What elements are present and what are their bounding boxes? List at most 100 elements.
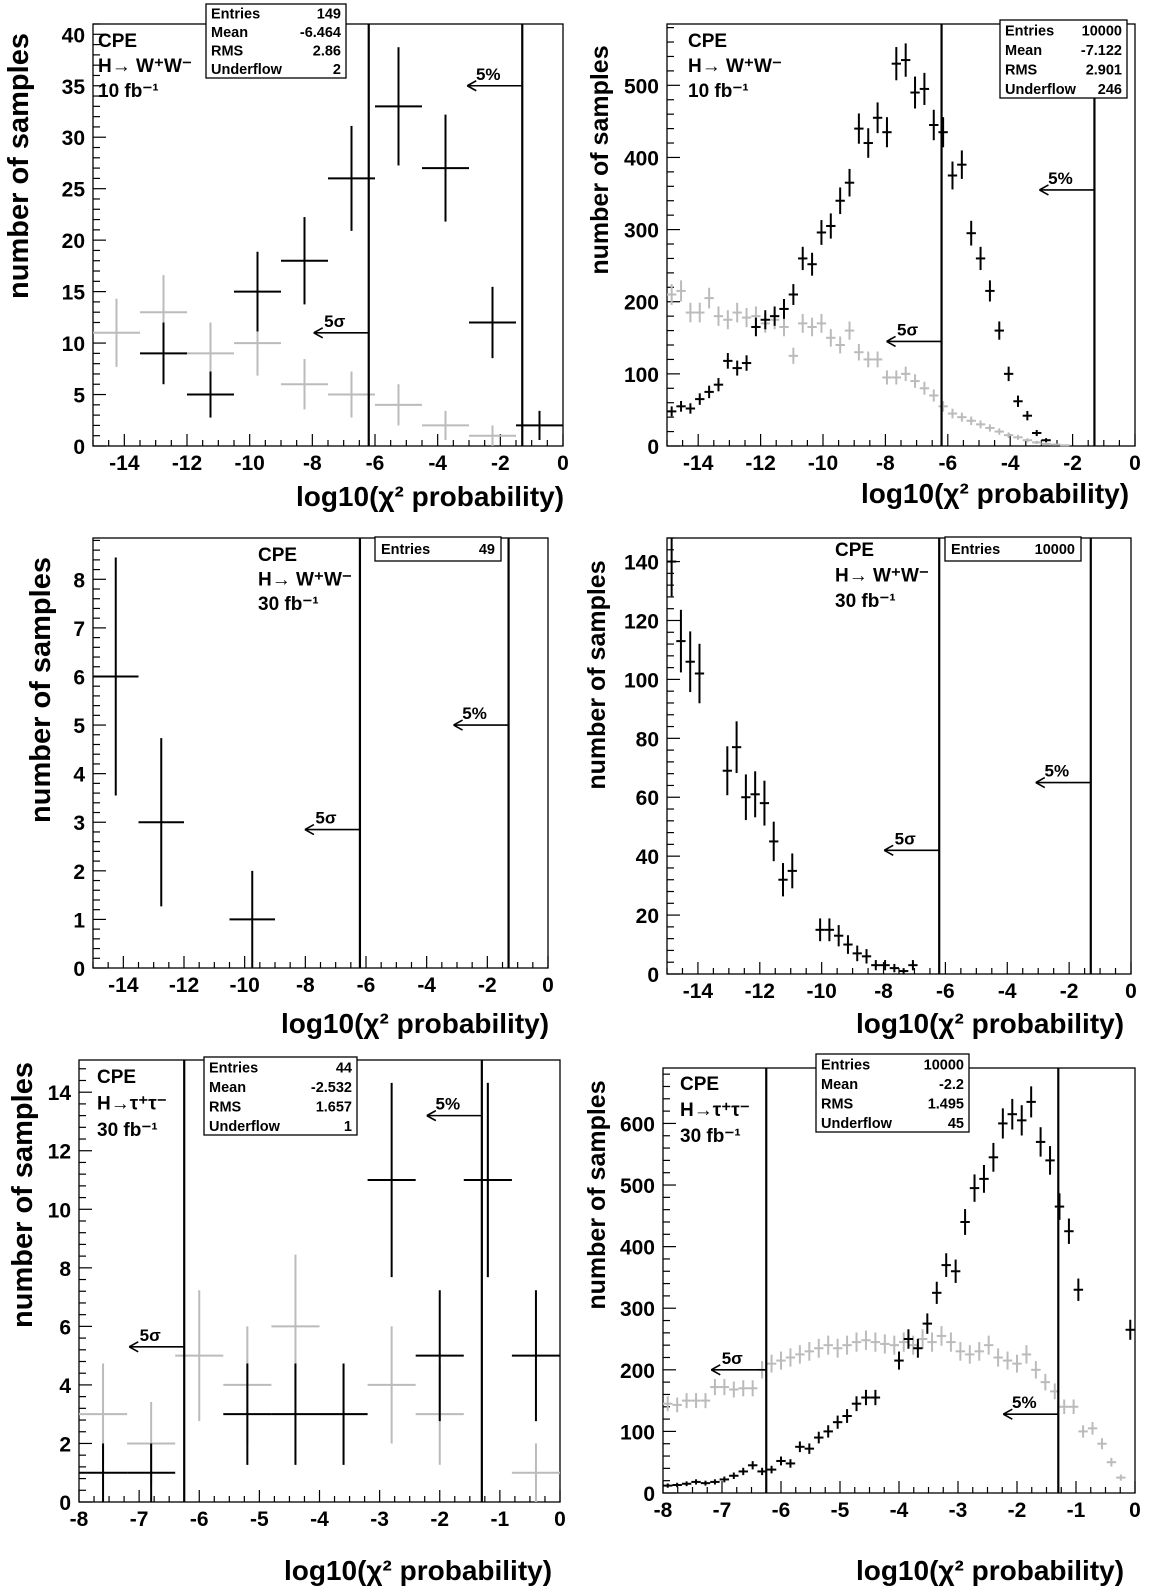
data-point	[1041, 442, 1051, 446]
data-point	[1012, 1354, 1022, 1373]
data-point	[367, 1326, 416, 1444]
data-point	[901, 366, 911, 382]
data-point	[950, 1259, 961, 1283]
y-tick-label: 400	[624, 147, 659, 170]
y-tick-label: 5	[73, 715, 85, 738]
data-point	[844, 168, 855, 197]
y-tick-label: 300	[624, 220, 659, 243]
x-axis-label: log10(χ² probability)	[861, 478, 1129, 509]
stats-box: Entries 44 Mean -2.532 RMS 1.657 Underflow 1	[203, 1056, 358, 1136]
histogram-panel: -14 -12 -10 -8 -6 -4 -2 0 0 100 200 300 400 500 log10(…	[586, 19, 1141, 509]
data-point	[842, 1409, 852, 1423]
data-point	[676, 400, 686, 412]
y-tick-label: 8	[73, 569, 85, 592]
data-point	[281, 359, 328, 410]
x-tick-label: -8	[874, 980, 893, 1003]
data-point	[422, 114, 469, 222]
data-point	[927, 1332, 937, 1352]
threshold-label: 5%	[462, 704, 487, 723]
data-point	[1003, 432, 1014, 438]
arrow-head	[128, 1341, 139, 1353]
data-point	[713, 378, 724, 392]
data-point	[319, 1363, 368, 1465]
stats-key: Mean	[209, 1080, 246, 1096]
data-point	[779, 317, 789, 337]
data-point	[667, 406, 677, 417]
y-tick-label: 400	[620, 1237, 655, 1260]
data-point	[700, 1393, 711, 1409]
data-point	[1073, 1278, 1084, 1301]
y-tick-label: 200	[624, 292, 659, 315]
data-point	[988, 1142, 999, 1172]
stats-key: Mean	[211, 25, 248, 41]
data-point	[957, 412, 967, 422]
y-tick-label: 30	[62, 127, 85, 150]
stats-value: 1	[344, 1119, 352, 1135]
histogram-panel: -14 -12 -10 -8 -6 -4 -2 0 0 20 40 60 80 100 120 140 log1…	[583, 536, 1137, 1039]
stats-value: -6.464	[300, 25, 341, 41]
y-tick-label: 10	[48, 1199, 71, 1222]
data-point	[852, 945, 862, 962]
data-point	[985, 280, 995, 302]
arrow-head	[886, 335, 896, 348]
x-tick-label: -8	[296, 974, 315, 997]
x-tick-label: -2	[1060, 980, 1079, 1003]
data-series	[93, 275, 516, 446]
data-point	[922, 1313, 933, 1334]
y-tick-label: 40	[636, 846, 659, 869]
data-point	[375, 47, 422, 166]
data-point	[676, 609, 686, 673]
data-point	[469, 286, 516, 359]
data-point	[871, 960, 881, 971]
data-point	[785, 1459, 796, 1468]
stats-box: Entries 149 Mean -6.464 RMS 2.86 Underflow 2	[205, 3, 347, 79]
data-point	[667, 538, 677, 597]
y-tick-label: 6	[73, 666, 85, 689]
x-tick-label: -8	[876, 452, 895, 475]
y-tick-label: 14	[48, 1082, 72, 1105]
x-tick-label: -2	[430, 1508, 449, 1531]
data-point	[722, 746, 732, 796]
data-point	[367, 1082, 416, 1278]
data-point	[469, 425, 516, 446]
stats-key: Underflow	[1005, 82, 1077, 98]
data-point	[1097, 1438, 1107, 1450]
data-point	[776, 1351, 786, 1370]
data-point	[691, 1479, 701, 1485]
experiment-label: CPE	[680, 1074, 719, 1095]
threshold-label: 5%	[1012, 1393, 1037, 1412]
stats-box-frame	[205, 3, 347, 79]
data-point	[851, 1332, 862, 1352]
y-tick-label: 12	[48, 1141, 71, 1164]
y-tick-label: 20	[636, 905, 659, 928]
data-point	[732, 360, 742, 376]
stats-value: 10000	[924, 1058, 964, 1074]
data-point	[908, 960, 918, 971]
data-point	[919, 72, 930, 105]
data-point	[175, 1290, 224, 1422]
y-axis-label: number of samples	[583, 1080, 611, 1309]
y-tick-label: 600	[620, 1113, 655, 1136]
data-point	[704, 287, 714, 309]
stats-value: 2.901	[1086, 63, 1122, 79]
stats-value: 45	[948, 1116, 964, 1132]
y-tick-label: 6	[59, 1316, 71, 1339]
data-series	[667, 538, 918, 974]
y-tick-label: 3	[73, 812, 85, 835]
x-tick-label: -14	[109, 452, 140, 475]
data-point	[894, 1351, 904, 1370]
data-point	[824, 918, 835, 942]
x-axis-label: log10(χ² probability)	[856, 1555, 1124, 1586]
process-label: H→τ⁺τ⁻	[680, 1100, 750, 1121]
stats-value: -2.532	[311, 1080, 352, 1096]
data-point	[854, 113, 864, 144]
data-point	[710, 1378, 720, 1396]
x-tick-label: -14	[683, 452, 714, 475]
threshold-label: 5%	[436, 1095, 461, 1114]
x-tick-label: -4	[417, 974, 436, 997]
x-tick-label: -2	[478, 974, 497, 997]
arrow-head	[453, 719, 463, 731]
arrow-head	[1039, 184, 1049, 196]
data-point	[966, 416, 976, 426]
data-point	[891, 370, 901, 385]
